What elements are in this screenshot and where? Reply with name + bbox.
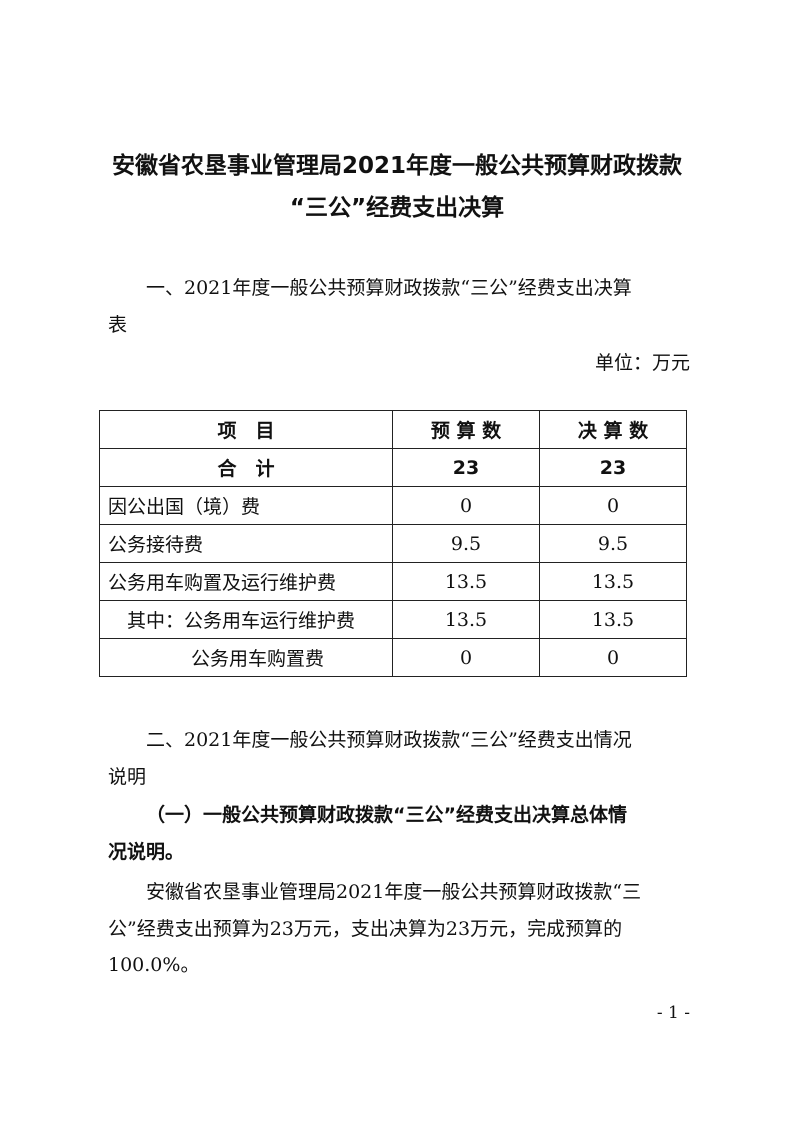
expense-table: 项 目 预 算 数 决 算 数 合 计 23 23 因公出国（境）费 0 0 公…	[99, 410, 687, 677]
cell-final: 9.5	[539, 524, 687, 563]
cell-budget: 9.5	[392, 524, 540, 563]
doc-title-line2: “三公”经费支出决算	[289, 195, 505, 221]
doc-title-line1: 安徽省农垦事业管理局2021年度一般公共预算财政拨款	[111, 153, 682, 179]
cell-final: 13.5	[539, 600, 687, 639]
cell-budget: 0	[392, 638, 540, 677]
table-row-total: 合 计 23 23	[99, 448, 687, 487]
table-row: 公务用车购置费 0 0	[99, 638, 687, 677]
cell-budget: 0	[392, 486, 540, 525]
cell-item: 公务用车购置及运行维护费	[99, 562, 393, 601]
cell-budget: 23	[392, 448, 540, 487]
subsection-heading: （一）一般公共预算财政拨款“三公”经费支出决算总体情	[146, 804, 627, 826]
paragraph-line: 安徽省农垦事业管理局2021年度一般公共预算财政拨款“三	[146, 881, 642, 903]
cell-item: 因公出国（境）费	[99, 486, 393, 525]
cell-item: 其中：公务用车运行维护费	[99, 600, 393, 639]
cell-final: 13.5	[539, 562, 687, 601]
paragraph-line: 公”经费支出预算为23万元，支出决算为23万元，完成预算的	[108, 918, 623, 940]
cell-item: 公务接待费	[99, 524, 393, 563]
table-row: 因公出国（境）费 0 0	[99, 486, 687, 525]
section2-heading: 二、2021年度一般公共预算财政拨款“三公”经费支出情况	[146, 729, 632, 751]
section1-heading-cont: 表	[108, 314, 128, 336]
table-row: 公务接待费 9.5 9.5	[99, 524, 687, 563]
unit-label: 单位：万元	[594, 352, 690, 374]
cell-budget: 13.5	[392, 562, 540, 601]
cell-final: 23	[539, 448, 687, 487]
cell-final: 0	[539, 638, 687, 677]
cell-item: 公务用车购置费	[99, 638, 393, 677]
paragraph-line: 100.0%。	[108, 954, 200, 976]
page-number: - 1 -	[656, 1003, 690, 1023]
table-row: 公务用车购置及运行维护费 13.5 13.5	[99, 562, 687, 601]
cell-budget: 13.5	[392, 600, 540, 639]
cell-item: 合 计	[99, 448, 393, 487]
table-header-row: 项 目 预 算 数 决 算 数	[99, 410, 687, 449]
section1-heading: 一、2021年度一般公共预算财政拨款“三公”经费支出决算	[146, 277, 632, 299]
header-budget: 预 算 数	[392, 410, 540, 449]
subsection-heading-cont: 况说明。	[108, 841, 185, 863]
section2-heading-cont: 说明	[108, 766, 147, 788]
header-final: 决 算 数	[539, 410, 687, 449]
header-item: 项 目	[99, 410, 393, 449]
table-row: 其中：公务用车运行维护费 13.5 13.5	[99, 600, 687, 639]
cell-final: 0	[539, 486, 687, 525]
